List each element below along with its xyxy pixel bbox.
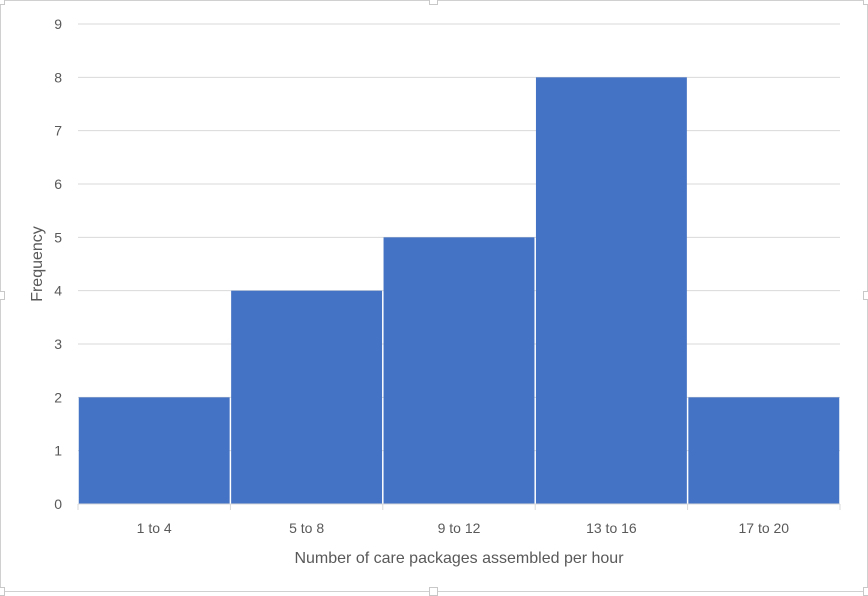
resize-handle-left[interactable] bbox=[0, 291, 5, 300]
y-tick-label: 0 bbox=[54, 496, 62, 512]
y-axis-title: Frequency bbox=[29, 226, 46, 302]
y-tick-label: 4 bbox=[54, 283, 62, 299]
bar[interactable] bbox=[535, 77, 687, 504]
y-tick-label: 9 bbox=[54, 16, 62, 32]
bar[interactable] bbox=[688, 397, 840, 504]
x-tick-label: 9 to 12 bbox=[438, 520, 481, 536]
resize-handle-top[interactable] bbox=[429, 0, 438, 5]
x-tick-label: 17 to 20 bbox=[738, 520, 789, 536]
y-tick-label: 5 bbox=[54, 229, 62, 245]
x-tick-label: 13 to 16 bbox=[586, 520, 637, 536]
bar[interactable] bbox=[231, 290, 383, 504]
x-axis-title: Number of care packages assembled per ho… bbox=[294, 550, 624, 567]
axes: 0 1 2 3 4 5 6 7 8 9 1 to 4 5 to 8 9 to 12 13 to 16 17 … bbox=[54, 16, 841, 536]
y-tick-label: 3 bbox=[54, 336, 62, 352]
x-tick-label: 5 to 8 bbox=[289, 520, 324, 536]
y-tick-label: 7 bbox=[54, 123, 62, 139]
bars bbox=[78, 77, 840, 505]
y-tick-label: 8 bbox=[54, 69, 62, 85]
resize-handle-top-left[interactable] bbox=[0, 0, 5, 5]
bar[interactable] bbox=[383, 237, 535, 505]
resize-handle-right[interactable] bbox=[863, 291, 868, 300]
y-tick-label: 1 bbox=[54, 443, 62, 459]
x-tick-label: 1 to 4 bbox=[137, 520, 172, 536]
resize-handle-top-right[interactable] bbox=[863, 0, 868, 5]
bar[interactable] bbox=[78, 397, 230, 504]
y-tick-label: 2 bbox=[54, 389, 62, 405]
y-tick-label: 6 bbox=[54, 176, 62, 192]
